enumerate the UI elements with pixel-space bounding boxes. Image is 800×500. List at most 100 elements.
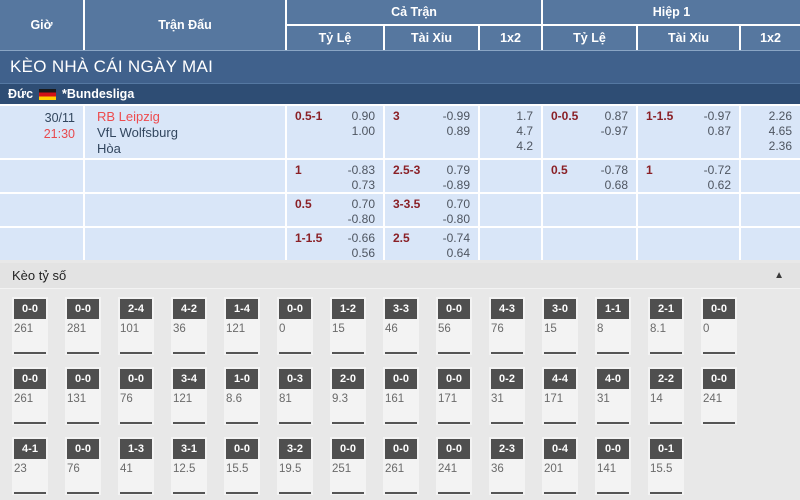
score-odds-value: 76 — [491, 323, 504, 335]
score-card[interactable]: 0-0 0 — [701, 297, 737, 355]
odds-value: 4.65 — [768, 124, 792, 138]
score-odds-value: 8 — [597, 323, 604, 335]
score-card-underline — [438, 492, 470, 494]
score-card[interactable]: 0-0 241 — [701, 367, 737, 425]
ft-1x2-cell — [480, 194, 541, 226]
odds-value: -0.99 — [442, 109, 470, 123]
ft-1x2-cell[interactable]: 1.7 4.7 4.2 — [480, 106, 541, 158]
score-card[interactable]: 4-0 31 — [595, 367, 631, 425]
score-card[interactable]: 1-3 41 — [118, 437, 154, 495]
odds-value: 2.26 — [768, 109, 792, 123]
score-card[interactable]: 4-4 171 — [542, 367, 578, 425]
odds-value: 0.70 — [446, 197, 470, 211]
score-odds-value: 12.5 — [173, 463, 196, 475]
score-card[interactable]: 0-0 131 — [65, 367, 101, 425]
score-card[interactable]: 3-4 121 — [171, 367, 207, 425]
score-card[interactable]: 4-3 76 — [489, 297, 525, 355]
score-card[interactable]: 2-4 101 — [118, 297, 154, 355]
h1-1x2-cell[interactable]: 2.26 4.65 2.36 — [741, 106, 800, 158]
ft-handicap-cell[interactable]: 1 -0.83 0.73 — [287, 160, 383, 192]
score-card[interactable]: 0-1 15.5 — [648, 437, 684, 495]
ft-over-under-cell[interactable]: 2.5-3 0.79 -0.89 — [385, 160, 478, 192]
ft-handicap-cell[interactable]: 1-1.5 -0.66 0.56 — [287, 228, 383, 260]
h1-handicap-cell[interactable]: 0.5 -0.78 0.68 — [543, 160, 636, 192]
ft-over-under-cell[interactable]: 3 -0.99 0.89 — [385, 106, 478, 158]
score-odds-value: 46 — [385, 323, 398, 335]
odds-value: 4.2 — [516, 139, 533, 153]
score-card[interactable]: 3-1 12.5 — [171, 437, 207, 495]
score-card[interactable]: 0-0 15.5 — [224, 437, 260, 495]
score-card[interactable]: 3-0 15 — [542, 297, 578, 355]
score-label: 0-0 — [14, 299, 46, 319]
score-card[interactable]: 0-0 161 — [383, 367, 419, 425]
odds-values: -0.99 0.89 — [443, 109, 470, 158]
h1-over-under-cell[interactable]: 1-1.5 -0.97 0.87 — [638, 106, 739, 158]
score-card[interactable]: 0-0 261 — [383, 437, 419, 495]
league-name: *Bundesliga — [62, 87, 135, 101]
team-name[interactable]: VfL Wolfsburg — [97, 125, 178, 140]
score-card-underline — [597, 492, 629, 494]
score-card-underline — [14, 492, 46, 494]
league-header[interactable]: Đức *Bundesliga — [0, 83, 800, 104]
odds-value: -0.66 — [347, 231, 375, 245]
match-cell[interactable]: RB Leipzig VfL Wolfsburg Hòa — [85, 106, 285, 158]
odds-values: 0.70 -0.80 — [348, 197, 375, 226]
odds-value: 0.62 — [707, 178, 731, 192]
odds-value: -0.97 — [703, 109, 731, 123]
score-card[interactable]: 0-0 261 — [12, 297, 48, 355]
score-card[interactable]: 1-1 8 — [595, 297, 631, 355]
score-card[interactable]: 0-0 0 — [277, 297, 313, 355]
score-card[interactable]: 3-3 46 — [383, 297, 419, 355]
score-card[interactable]: 0-4 201 — [542, 437, 578, 495]
ft-handicap-cell[interactable]: 0.5-1 0.90 1.00 — [287, 106, 383, 158]
score-card[interactable]: 0-3 81 — [277, 367, 313, 425]
score-card[interactable]: 0-0 76 — [65, 437, 101, 495]
score-card[interactable]: 0-0 281 — [65, 297, 101, 355]
subcol-handicap-ft: Tỷ Lệ — [287, 26, 383, 50]
score-card-underline — [173, 492, 205, 494]
score-card[interactable]: 1-0 8.6 — [224, 367, 260, 425]
h1-handicap-cell[interactable]: 0-0.5 0.87 -0.97 — [543, 106, 636, 158]
score-card[interactable]: 0-0 261 — [12, 367, 48, 425]
score-card[interactable]: 4-2 36 — [171, 297, 207, 355]
handicap-line: 0.5 — [551, 163, 568, 177]
score-card[interactable]: 0-2 31 — [489, 367, 525, 425]
team-name[interactable]: RB Leipzig — [97, 109, 160, 124]
score-odds-value: 241 — [438, 463, 458, 475]
ft-handicap-cell[interactable]: 0.5 0.70 -0.80 — [287, 194, 383, 226]
score-label: 1-2 — [332, 299, 364, 319]
score-label: 0-0 — [438, 369, 470, 389]
score-card[interactable]: 2-2 14 — [648, 367, 684, 425]
score-card[interactable]: 4-1 23 — [12, 437, 48, 495]
odds-value: -0.72 — [703, 163, 731, 177]
score-odds-value: 76 — [67, 463, 80, 475]
score-card[interactable]: 0-0 251 — [330, 437, 366, 495]
score-card[interactable]: 1-4 121 — [224, 297, 260, 355]
score-card[interactable]: 0-0 56 — [436, 297, 472, 355]
score-label: 0-0 — [67, 369, 99, 389]
score-card[interactable]: 2-3 36 — [489, 437, 525, 495]
correct-score-header[interactable]: Kèo tỷ số ▲ — [0, 263, 800, 289]
score-card[interactable]: 0-0 141 — [595, 437, 631, 495]
ft-over-under-cell[interactable]: 3-3.5 0.70 -0.80 — [385, 194, 478, 226]
score-card[interactable]: 1-2 15 — [330, 297, 366, 355]
collapse-icon[interactable]: ▲ — [774, 270, 784, 281]
odds-value: 2.36 — [768, 139, 792, 153]
score-card-underline — [173, 352, 205, 354]
score-card[interactable]: 3-2 19.5 — [277, 437, 313, 495]
score-card[interactable]: 2-1 8.1 — [648, 297, 684, 355]
score-card[interactable]: 0-0 76 — [118, 367, 154, 425]
odds-table-header: Giờ Trận Đấu Cả Trận Hiệp 1 Tỷ Lệ Tài Xỉ… — [0, 0, 800, 50]
draw-label[interactable]: Hòa — [97, 141, 121, 156]
subcol-1x2-ft: 1x2 — [480, 26, 541, 50]
score-card[interactable]: 0-0 171 — [436, 367, 472, 425]
score-row: 0-0 261 0-0 281 2-4 101 4-2 36 1-4 121 0-0 0 1-2 15 3-… — [12, 297, 800, 355]
score-card-underline — [597, 422, 629, 424]
score-card[interactable]: 2-0 9.3 — [330, 367, 366, 425]
h1-over-under-cell[interactable]: 1 -0.72 0.62 — [638, 160, 739, 192]
score-card[interactable]: 0-0 241 — [436, 437, 472, 495]
time-cell: 30/11 21:30 — [0, 106, 83, 158]
score-label: 4-1 — [14, 439, 46, 459]
subcol-1x2-h1: 1x2 — [741, 26, 800, 50]
ft-over-under-cell[interactable]: 2.5 -0.74 0.64 — [385, 228, 478, 260]
